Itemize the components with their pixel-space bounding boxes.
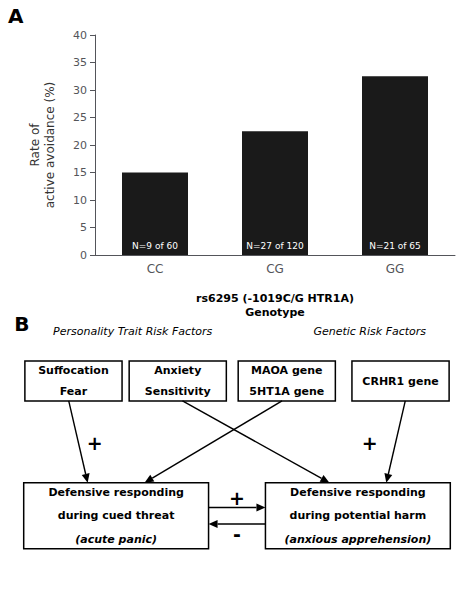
svg-text:Fear: Fear [60,385,88,398]
svg-text:+: + [87,432,103,454]
svg-text:Defensive responding: Defensive responding [48,486,184,499]
svg-text:CC: CC [147,262,164,276]
svg-text:30: 30 [73,84,87,97]
svg-text:Genotype: Genotype [245,306,305,319]
svg-text:Sensitivity: Sensitivity [145,385,211,398]
svg-text:10: 10 [73,194,87,207]
svg-text:active avoidance (%): active avoidance (%) [43,82,57,209]
svg-text:0: 0 [80,249,87,262]
svg-text:25: 25 [73,111,87,124]
svg-text:Defensive responding: Defensive responding [290,486,426,499]
svg-text:rs6295 (-1019C/G HTR1A): rs6295 (-1019C/G HTR1A) [196,292,354,305]
svg-text:40: 40 [73,29,87,42]
svg-text:20: 20 [73,139,87,152]
svg-text:N=9 of 60: N=9 of 60 [132,241,178,251]
svg-text:+: + [229,487,245,509]
svg-text:Personality Trait Risk Factors: Personality Trait Risk Factors [53,325,213,338]
svg-text:during cued threat: during cued threat [58,509,175,522]
svg-text:+: + [362,432,378,454]
svg-text:CRHR1 gene: CRHR1 gene [362,375,438,388]
svg-text:35: 35 [73,56,87,69]
svg-text:-: - [233,523,241,545]
svg-text:Anxiety: Anxiety [154,364,201,377]
svg-text:during potential harm: during potential harm [290,509,427,522]
svg-text:MAOA gene: MAOA gene [251,364,322,377]
svg-text:Genetic Risk Factors: Genetic Risk Factors [313,325,426,338]
svg-text:N=27 of 120: N=27 of 120 [246,241,304,251]
svg-text:(anxious apprehension): (anxious apprehension) [284,533,431,546]
svg-text:A: A [8,4,24,28]
svg-text:5HT1A gene: 5HT1A gene [249,385,324,398]
svg-text:CG: CG [266,262,284,276]
svg-text:Rate of: Rate of [28,123,42,167]
svg-text:15: 15 [73,166,87,179]
svg-text:N=21 of 65: N=21 of 65 [369,241,421,251]
svg-text:B: B [14,312,29,336]
svg-text:5: 5 [80,221,87,234]
svg-text:GG: GG [386,262,405,276]
svg-text:Suffocation: Suffocation [38,364,109,377]
svg-text:(acute panic): (acute panic) [75,533,157,546]
